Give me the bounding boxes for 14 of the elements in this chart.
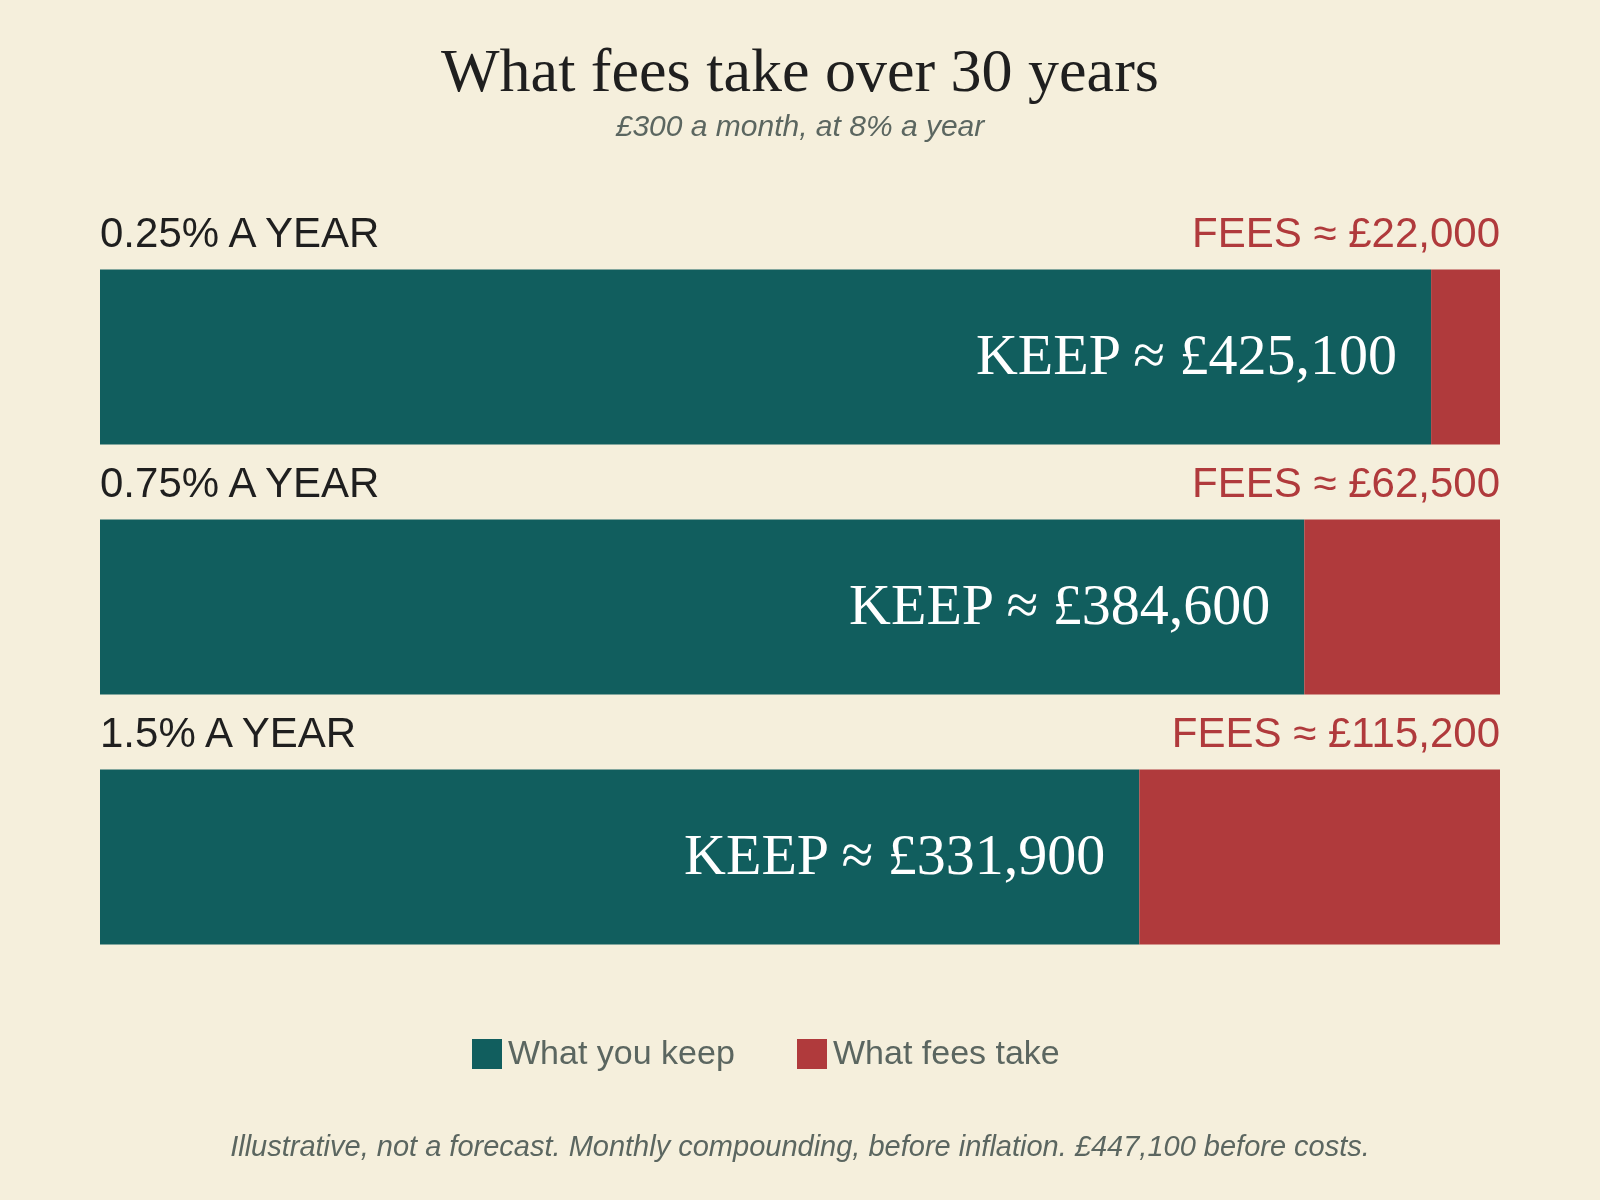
y-tick-label: 1.5% A YEAR	[100, 708, 357, 756]
data-label: KEEP ≈ £384,600	[849, 572, 1271, 637]
legend-label: What fees take	[833, 1033, 1060, 1071]
y-tick-label: 0.25% A YEAR	[100, 208, 380, 256]
data-label: FEES ≈ £22,000	[1192, 208, 1500, 256]
text: Illustrative, not a forecast. Monthly compounding, before inflation. £447,100 before costs.	[230, 1130, 1370, 1162]
data-label: KEEP ≈ £425,100	[975, 322, 1398, 387]
chart-title: What fees take over 30 years	[441, 35, 1159, 104]
data-label: FEES ≈ £115,200	[1171, 708, 1500, 756]
data-label: FEES ≈ £62,500	[1192, 458, 1500, 506]
legend-label: What you keep	[508, 1033, 735, 1071]
data-label: KEEP ≈ £331,900	[684, 822, 1106, 887]
y-tick-label: 0.75% A YEAR	[100, 458, 380, 506]
chart-subtitle: £300 a month, at 8% a year	[614, 108, 986, 142]
